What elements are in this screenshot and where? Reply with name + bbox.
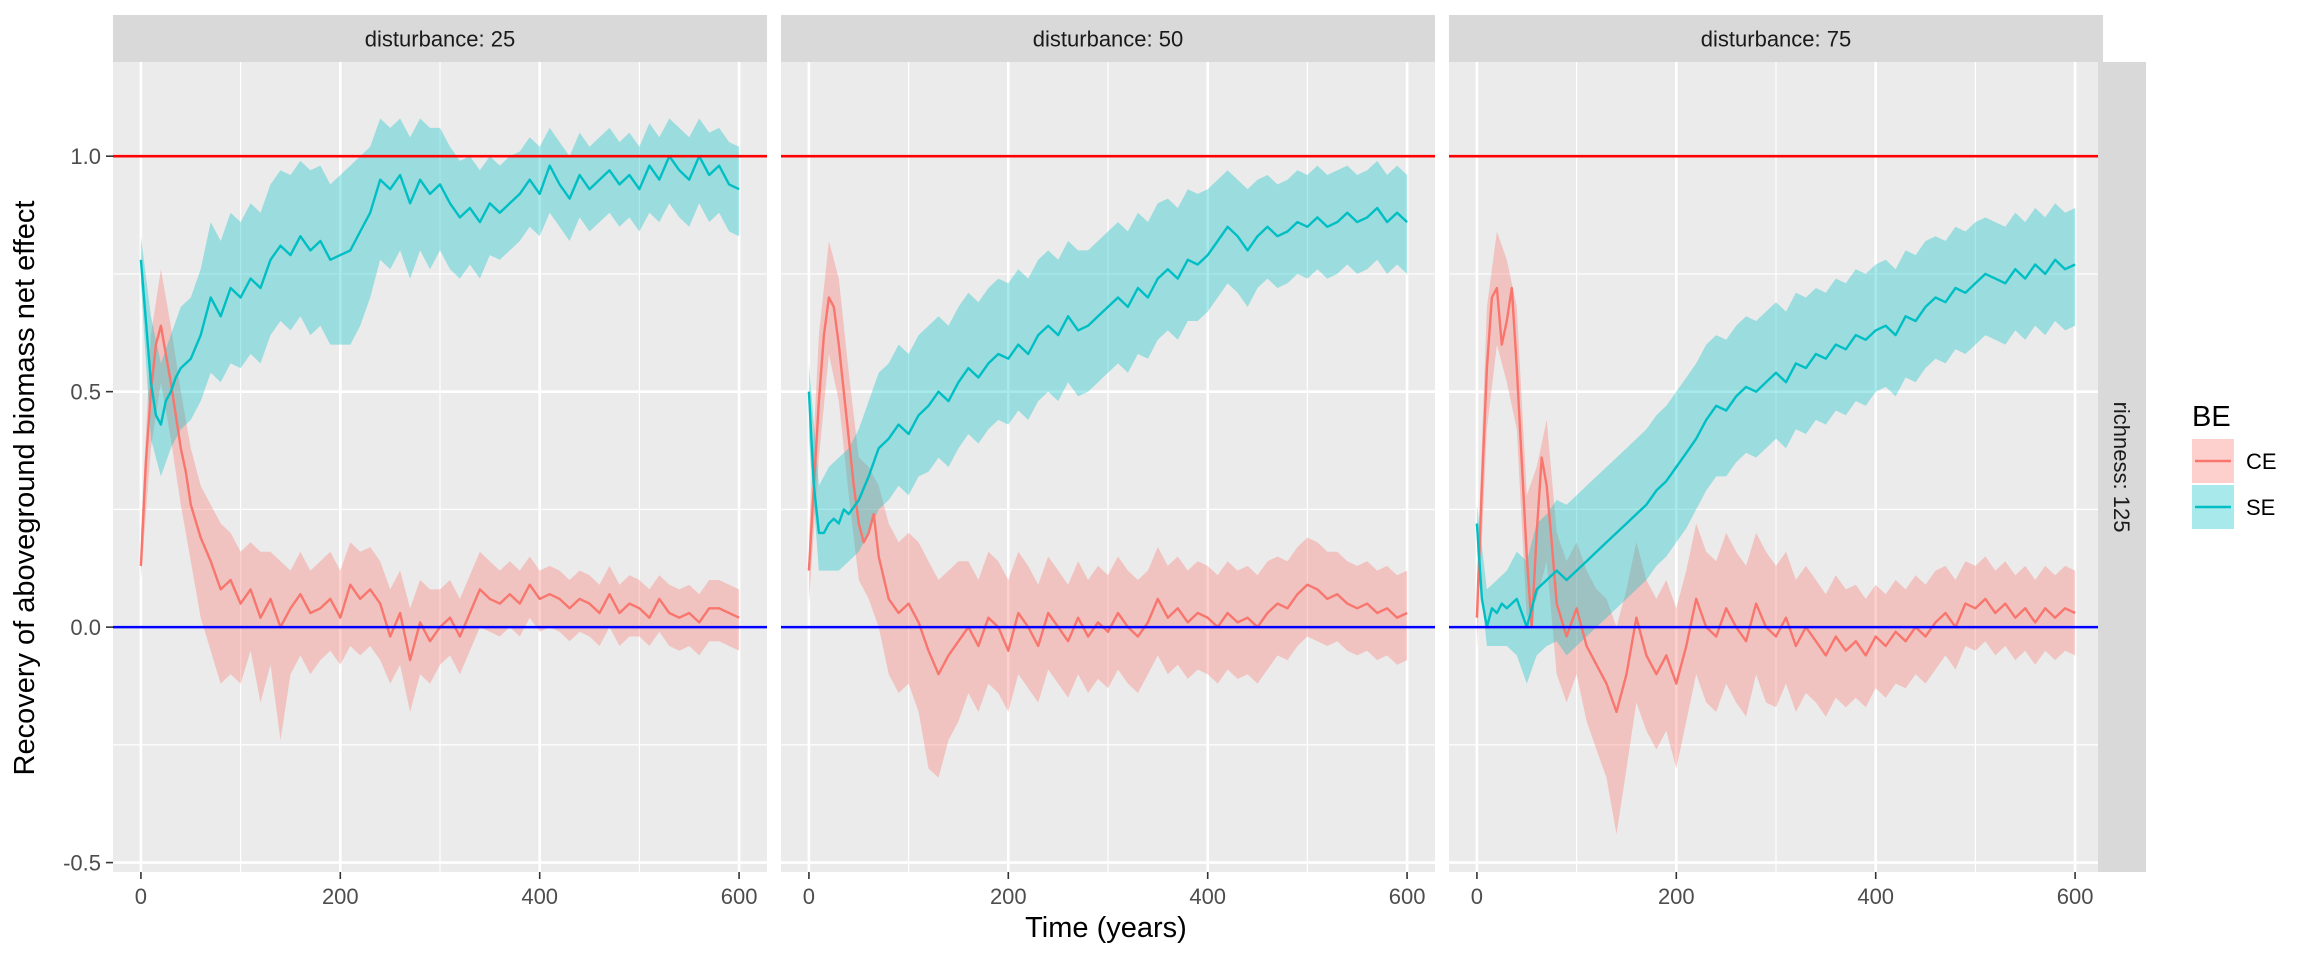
y-tick-label: 1.0 bbox=[70, 144, 101, 169]
facet-row-strip: richness: 125 bbox=[2098, 62, 2146, 872]
panel-0: disturbance: 25 bbox=[113, 15, 767, 872]
facet-column-strip-bg bbox=[1449, 15, 2103, 62]
y-tick-label: 0.5 bbox=[70, 380, 101, 405]
x-tick-label: 600 bbox=[721, 884, 758, 909]
x-tick-label: 0 bbox=[1471, 884, 1483, 909]
facet-row-strip-bg bbox=[2098, 62, 2146, 872]
x-tick-label: 0 bbox=[135, 884, 147, 909]
facet-column-strip-label: disturbance: 75 bbox=[1701, 27, 1851, 52]
x-tick-label: 200 bbox=[990, 884, 1027, 909]
series-line-se bbox=[807, 206, 1408, 535]
ribbon-se bbox=[808, 160, 1408, 571]
series-line-se bbox=[1475, 258, 2076, 629]
x-axis-title: Time (years) bbox=[1025, 912, 1187, 944]
x-tick-label: 600 bbox=[2057, 884, 2094, 909]
axes-layer: 0 200 400 600 0 200 400 600 0 200 400 600 -0.5 0.0 0.5… bbox=[63, 144, 2093, 909]
y-tick-label: -0.5 bbox=[63, 851, 101, 876]
legend-entry-label: SE bbox=[2246, 495, 2275, 520]
legend-entry-ce: CE bbox=[2192, 439, 2277, 483]
x-tick-label: 600 bbox=[1389, 884, 1426, 909]
x-tick-label: 0 bbox=[803, 884, 815, 909]
legend-entries: CE SE bbox=[2192, 439, 2277, 529]
legend-entry-label: CE bbox=[2246, 449, 2277, 474]
facet-column-strip-bg bbox=[113, 15, 767, 62]
facet-row-strip-label: richness: 125 bbox=[2109, 402, 2134, 533]
x-tick-label: 400 bbox=[521, 884, 558, 909]
ribbon-ce bbox=[1476, 231, 2076, 835]
series-line-ce bbox=[139, 324, 740, 662]
facet-column-strip-label: disturbance: 50 bbox=[1033, 27, 1183, 52]
facet-column-strip-bg bbox=[781, 15, 1435, 62]
ribbon-se bbox=[1476, 203, 2076, 684]
legend-title: BE bbox=[2192, 401, 2231, 433]
panels-layer: disturbance: 25 disturbance: 50 disturbanc… bbox=[113, 15, 2103, 872]
x-tick-label: 200 bbox=[1658, 884, 1695, 909]
series-line-se bbox=[139, 154, 740, 426]
y-axis-title: Recovery of aboveground biomass net effe… bbox=[9, 201, 41, 776]
ribbon-ce bbox=[140, 269, 740, 741]
x-tick-label: 400 bbox=[1857, 884, 1894, 909]
panel-2: disturbance: 75 bbox=[1449, 15, 2103, 872]
legend-entry-se: SE bbox=[2192, 485, 2275, 529]
x-tick-label: 400 bbox=[1189, 884, 1226, 909]
ribbon-ce bbox=[808, 241, 1408, 778]
panel-1: disturbance: 50 bbox=[781, 15, 1435, 872]
series-line-ce bbox=[807, 296, 1408, 676]
facet-column-strip-label: disturbance: 25 bbox=[365, 27, 515, 52]
ribbon-se bbox=[140, 118, 740, 477]
legend: BE CE SE bbox=[2192, 401, 2277, 529]
x-tick-label: 200 bbox=[322, 884, 359, 909]
y-tick-label: 0.0 bbox=[70, 615, 101, 640]
